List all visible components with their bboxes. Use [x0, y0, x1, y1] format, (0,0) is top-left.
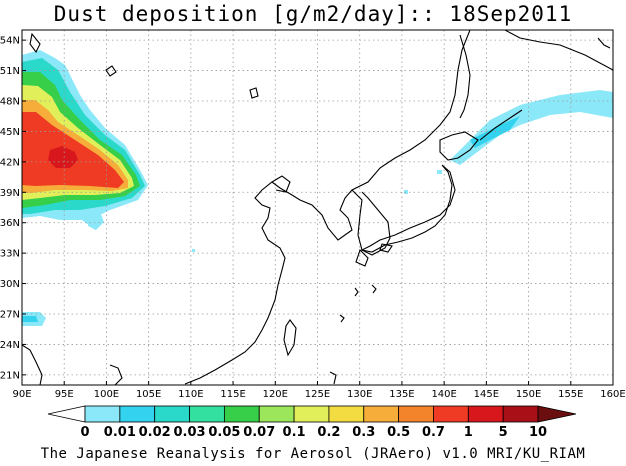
colorbar-label: 1 — [464, 425, 473, 440]
colorbar-box — [293, 405, 330, 423]
y-tick-label: 21N — [0, 370, 20, 381]
y-tick-label: 48N — [0, 97, 20, 108]
x-tick-label: 130E — [347, 389, 372, 400]
x-tick-label: 100E — [94, 389, 119, 400]
y-tick-label: 45N — [0, 127, 20, 138]
y-tick-label: 42N — [0, 157, 20, 168]
coastlines — [22, 30, 613, 385]
y-tick-label: 24N — [0, 340, 20, 351]
colorbar-box — [328, 405, 365, 423]
dust-plume-level-5 — [48, 146, 78, 168]
attribution-footer: The Japanese Reanalysis for Aerosol (JRA… — [40, 446, 586, 462]
colorbar-high-arrow — [537, 405, 577, 423]
colorbar-label: 0.7 — [422, 425, 445, 440]
dust-patch-west — [88, 212, 104, 230]
colorbar-label: 0.5 — [387, 425, 410, 440]
x-tick-label: 145E — [474, 389, 499, 400]
y-tick-label: 33N — [0, 249, 20, 260]
colorbar-box — [84, 405, 121, 423]
colorbar-box — [258, 405, 295, 423]
colorbar-label: 0.02 — [139, 425, 171, 440]
x-tick-label: 125E — [305, 389, 330, 400]
y-tick-label: 27N — [0, 310, 20, 321]
colorbar-box — [119, 405, 156, 423]
map-gridlines — [22, 30, 613, 385]
colorbar-box — [433, 405, 469, 423]
colorbar-label: 0.1 — [283, 425, 306, 440]
y-tick-label: 36N — [0, 218, 20, 229]
colorbar-low-arrow — [47, 405, 86, 423]
colorbar-label: 5 — [499, 425, 508, 440]
map-title: Dust deposition [g/m2/day]:: 18Sep2011 — [53, 2, 573, 26]
colorbar: 0 0.01 0.02 0.03 0.05 0.07 0.1 0.2 0.3 0.5 0.7 1 5 10 — [47, 405, 577, 440]
x-tick-label: 95E — [55, 389, 74, 400]
dust-plume-level-1 — [22, 112, 124, 188]
x-axis-ticks: 90E 95E 100E 105E 110E 115E 120E 125E 130E 135E 14… — [12, 381, 626, 400]
colorbar-box — [189, 405, 225, 423]
colorbar-label: 0.05 — [208, 425, 240, 440]
x-tick-label: 140E — [431, 389, 456, 400]
dust-speck-1 — [437, 170, 442, 174]
x-tick-label: 160E — [600, 389, 625, 400]
dust-band-northeast — [450, 90, 613, 165]
colorbar-label: 0.07 — [243, 425, 275, 440]
x-tick-label: 120E — [263, 389, 288, 400]
colorbar-box — [398, 405, 434, 423]
x-tick-label: 155E — [558, 389, 583, 400]
colorbar-box — [502, 405, 539, 423]
y-tick-label: 39N — [0, 188, 20, 199]
x-tick-label: 135E — [389, 389, 414, 400]
colorbar-label: 10 — [529, 425, 547, 440]
dust-shading — [22, 50, 613, 326]
colorbar-box — [223, 405, 260, 423]
colorbar-box — [467, 405, 504, 423]
colorbar-label: 0.03 — [173, 425, 205, 440]
y-tick-label: 30N — [0, 279, 20, 290]
y-tick-label: 51N — [0, 66, 20, 77]
dust-speck-3 — [192, 249, 195, 252]
x-tick-label: 105E — [136, 389, 161, 400]
dust-patch-southwest-core — [22, 316, 38, 322]
colorbar-box — [154, 405, 190, 423]
y-axis-ticks: 21N 24N 27N 30N 33N 36N 39N 42N 45N 48N 51N 54N — [0, 36, 26, 381]
y-tick-label: 54N — [0, 36, 20, 47]
x-tick-label: 115E — [220, 389, 245, 400]
colorbar-label: 0.01 — [104, 425, 136, 440]
colorbar-label: 0.3 — [352, 425, 375, 440]
colorbar-box — [363, 405, 400, 423]
x-tick-label: 90E — [12, 389, 31, 400]
dust-band-northeast-core — [470, 116, 520, 148]
colorbar-label: 0.2 — [317, 425, 340, 440]
x-tick-label: 150E — [516, 389, 541, 400]
x-tick-label: 110E — [178, 389, 203, 400]
colorbar-label: 0 — [80, 425, 89, 440]
